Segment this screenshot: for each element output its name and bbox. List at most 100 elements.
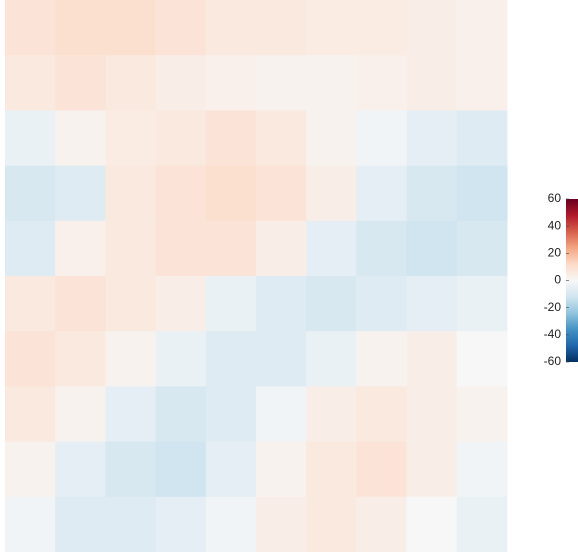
heatmap-cell (55, 496, 106, 552)
heatmap-cell (406, 331, 458, 387)
heatmap-cell (356, 331, 408, 387)
heatmap-cell (5, 220, 56, 277)
heatmap-cell (306, 386, 357, 443)
colorbar-tick-label: -40 (544, 327, 562, 341)
heatmap-cell (256, 165, 307, 222)
heatmap-cell (256, 276, 307, 332)
heatmap-cell (205, 276, 257, 332)
heatmap-cell (105, 386, 157, 443)
heatmap-cell (205, 441, 257, 498)
heatmap-cell (406, 220, 458, 277)
colorbar-tick-label: 40 (548, 218, 562, 232)
heatmap-cell (356, 386, 408, 443)
heatmap-cell (306, 441, 357, 498)
colorbar-tick-label: 0 (554, 273, 561, 287)
heatmap-cell (356, 220, 408, 277)
heatmap-cell (55, 276, 106, 332)
heatmap-cell (456, 0, 508, 56)
heatmap-cell (105, 496, 157, 552)
heatmap-cell (205, 220, 257, 277)
heatmap-cell (256, 55, 307, 111)
heatmap-cell (356, 441, 408, 498)
colorbar-tick-label: -60 (544, 354, 562, 368)
heatmap-cell (155, 276, 207, 332)
heatmap-cell (105, 55, 157, 111)
heatmap-cell (456, 110, 508, 167)
heatmap-cell (155, 220, 207, 277)
heatmap-cell (406, 0, 458, 56)
heatmap-cell (306, 0, 357, 56)
heatmap-cell (155, 386, 207, 443)
heatmap-cell (306, 276, 357, 332)
heatmap-cell (356, 55, 408, 111)
heatmap-cell (256, 331, 307, 387)
heatmap-cell (356, 165, 408, 222)
heatmap-cell (5, 110, 56, 167)
heatmap-cell (205, 496, 257, 552)
heatmap-cell (205, 165, 257, 222)
heatmap-cell (456, 441, 508, 498)
heatmap-cell (205, 386, 257, 443)
heatmap-cell (356, 110, 408, 167)
heatmap-cell (406, 165, 458, 222)
heatmap-cell (456, 220, 508, 277)
heatmap-cell (306, 110, 357, 167)
heatmap-cell (306, 331, 357, 387)
heatmap-cell (5, 331, 56, 387)
heatmap (5, 0, 508, 552)
heatmap-cell (105, 276, 157, 332)
heatmap-cell (406, 276, 458, 332)
heatmap-cell (105, 331, 157, 387)
heatmap-cell (105, 165, 157, 222)
heatmap-cell (256, 220, 307, 277)
heatmap-cell (306, 220, 357, 277)
heatmap-cell (105, 0, 157, 56)
heatmap-cell (55, 441, 106, 498)
heatmap-cell (456, 276, 508, 332)
colorbar-tick-label: 20 (548, 246, 562, 260)
heatmap-cell (5, 0, 56, 56)
heatmap-cell (456, 331, 508, 387)
heatmap-cell (105, 110, 157, 167)
heatmap-cell (5, 386, 56, 443)
heatmap-cell (256, 441, 307, 498)
heatmap-cell (406, 386, 458, 443)
heatmap-cell (105, 441, 157, 498)
heatmap-cell (55, 331, 106, 387)
heatmap-cell (155, 165, 207, 222)
colorbar-tick-label: 60 (548, 191, 562, 205)
heatmap-cell (356, 276, 408, 332)
heatmap-cell (155, 55, 207, 111)
heatmap-cell (5, 276, 56, 332)
heatmap-cell (256, 496, 307, 552)
heatmap-cell (456, 496, 508, 552)
heatmap-cell (256, 386, 307, 443)
heatmap-cell (406, 496, 458, 552)
heatmap-cell (306, 496, 357, 552)
heatmap-cell (205, 0, 257, 56)
heatmap-cell (155, 496, 207, 552)
heatmap-cell (155, 441, 207, 498)
colorbar (566, 199, 578, 362)
heatmap-cell (356, 0, 408, 56)
heatmap-cell (55, 165, 106, 222)
heatmap-cell (306, 55, 357, 111)
heatmap-cell (5, 496, 56, 552)
heatmap-cell (155, 331, 207, 387)
heatmap-cell (55, 386, 106, 443)
heatmap-cell (205, 110, 257, 167)
heatmap-cell (55, 220, 106, 277)
heatmap-cell (456, 386, 508, 443)
heatmap-cell (205, 331, 257, 387)
heatmap-cell (256, 0, 307, 56)
heatmap-cell (55, 0, 106, 56)
heatmap-cell (406, 55, 458, 111)
heatmap-cell (55, 55, 106, 111)
heatmap-cell (5, 441, 56, 498)
heatmap-cell (456, 55, 508, 111)
heatmap-cell (55, 110, 106, 167)
heatmap-cell (256, 110, 307, 167)
heatmap-cell (5, 55, 56, 111)
heatmap-cell (205, 55, 257, 111)
